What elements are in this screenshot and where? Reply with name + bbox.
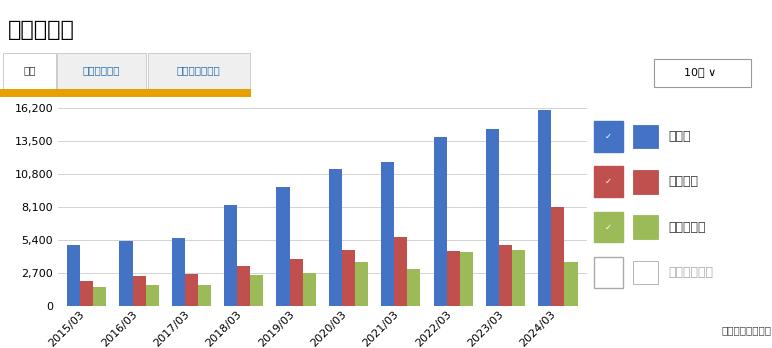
FancyBboxPatch shape xyxy=(0,89,251,97)
Text: ✓: ✓ xyxy=(604,177,612,186)
Text: 総資産: 総資産 xyxy=(669,130,691,143)
FancyBboxPatch shape xyxy=(594,257,622,288)
Bar xyxy=(408,269,421,306)
Bar xyxy=(172,238,185,306)
Bar xyxy=(551,207,564,306)
Bar xyxy=(185,274,198,306)
Bar xyxy=(486,129,499,306)
FancyBboxPatch shape xyxy=(633,215,658,239)
Bar xyxy=(250,275,263,306)
Bar xyxy=(394,237,408,306)
FancyBboxPatch shape xyxy=(633,125,658,148)
Bar xyxy=(80,280,93,306)
Bar xyxy=(237,267,250,306)
Text: 対総資産比率: 対総資産比率 xyxy=(83,66,120,76)
Bar xyxy=(224,205,237,306)
Text: ✓: ✓ xyxy=(604,222,612,231)
Text: ✓: ✓ xyxy=(604,132,612,141)
FancyBboxPatch shape xyxy=(633,170,658,193)
Bar xyxy=(355,262,368,306)
FancyBboxPatch shape xyxy=(3,53,56,89)
Bar xyxy=(276,188,290,306)
Text: （単位：百万円）: （単位：百万円） xyxy=(722,326,772,335)
Bar xyxy=(198,285,211,306)
Bar xyxy=(564,262,577,306)
FancyBboxPatch shape xyxy=(633,261,658,284)
Bar xyxy=(67,245,80,306)
Bar xyxy=(342,250,355,306)
Bar xyxy=(290,259,303,306)
FancyBboxPatch shape xyxy=(147,53,249,89)
Text: 有利子負債: 有利子負債 xyxy=(669,221,706,234)
Bar xyxy=(146,285,159,306)
Bar xyxy=(93,287,107,306)
Bar xyxy=(499,245,512,306)
Text: 実績: 実績 xyxy=(23,66,36,76)
Text: 対自己資本比率: 対自己資本比率 xyxy=(177,66,221,76)
Text: 自己資本: 自己資本 xyxy=(669,175,699,188)
Bar xyxy=(460,252,472,306)
Bar xyxy=(381,162,394,306)
FancyBboxPatch shape xyxy=(594,121,622,152)
Bar xyxy=(329,169,342,306)
Text: 10期 ∨: 10期 ∨ xyxy=(684,68,716,77)
FancyBboxPatch shape xyxy=(654,59,751,87)
FancyBboxPatch shape xyxy=(594,166,622,197)
Bar xyxy=(447,251,460,306)
Text: 有利子負債: 有利子負債 xyxy=(8,20,75,40)
Text: 純有利子負債: 純有利子負債 xyxy=(669,266,713,279)
Bar xyxy=(133,276,146,306)
Bar xyxy=(434,137,447,306)
FancyBboxPatch shape xyxy=(57,53,147,89)
FancyBboxPatch shape xyxy=(594,212,622,243)
Bar xyxy=(120,242,133,306)
Bar xyxy=(512,250,525,306)
Bar xyxy=(538,110,551,306)
Bar xyxy=(303,273,316,306)
